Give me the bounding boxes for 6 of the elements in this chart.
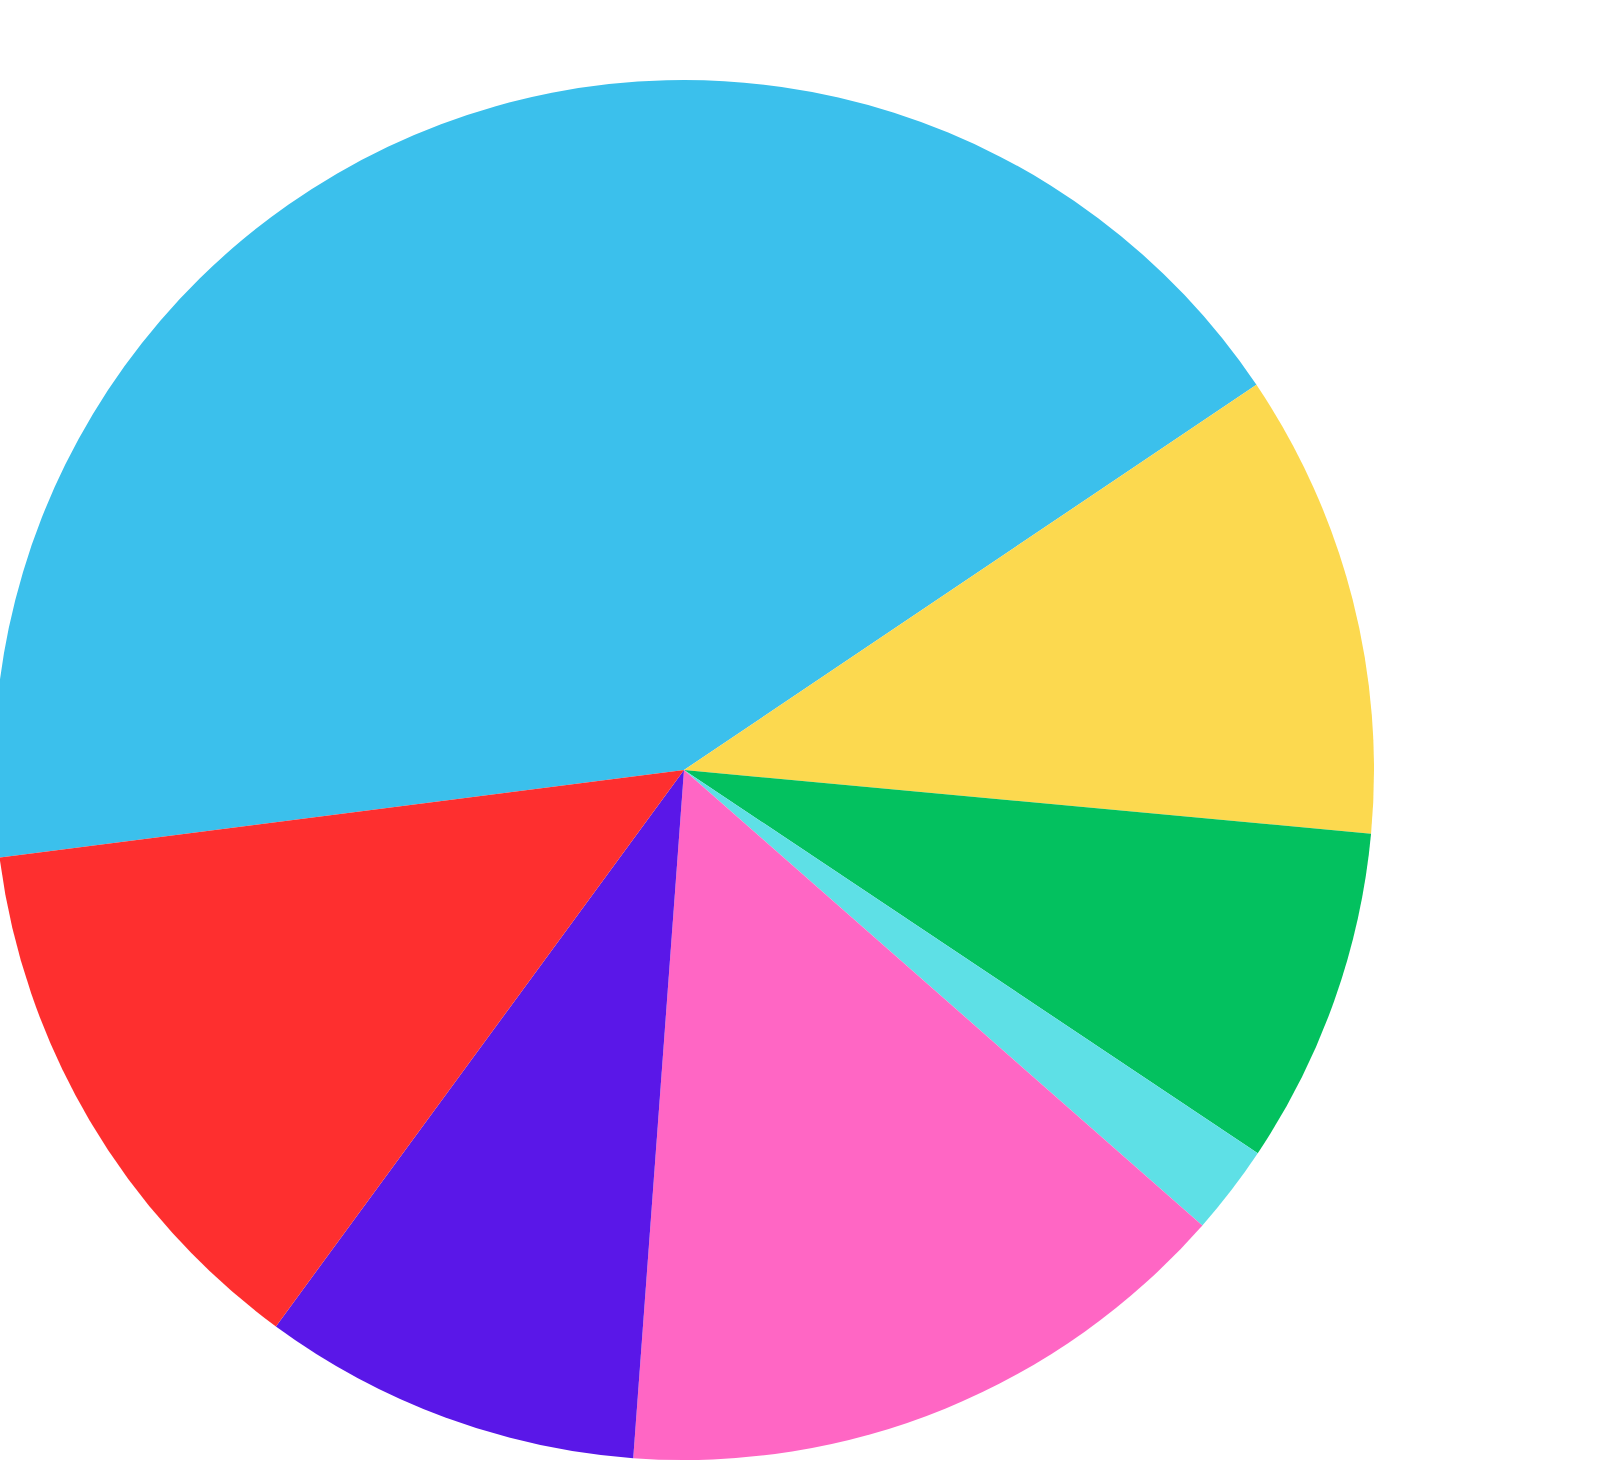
pie-slice — [684, 384, 1374, 834]
pie-slice — [633, 770, 1203, 1460]
pie-slice — [684, 770, 1372, 1154]
pie-slice — [275, 770, 684, 1459]
pie-slice — [684, 770, 1258, 1226]
pie-slice — [0, 770, 684, 1327]
